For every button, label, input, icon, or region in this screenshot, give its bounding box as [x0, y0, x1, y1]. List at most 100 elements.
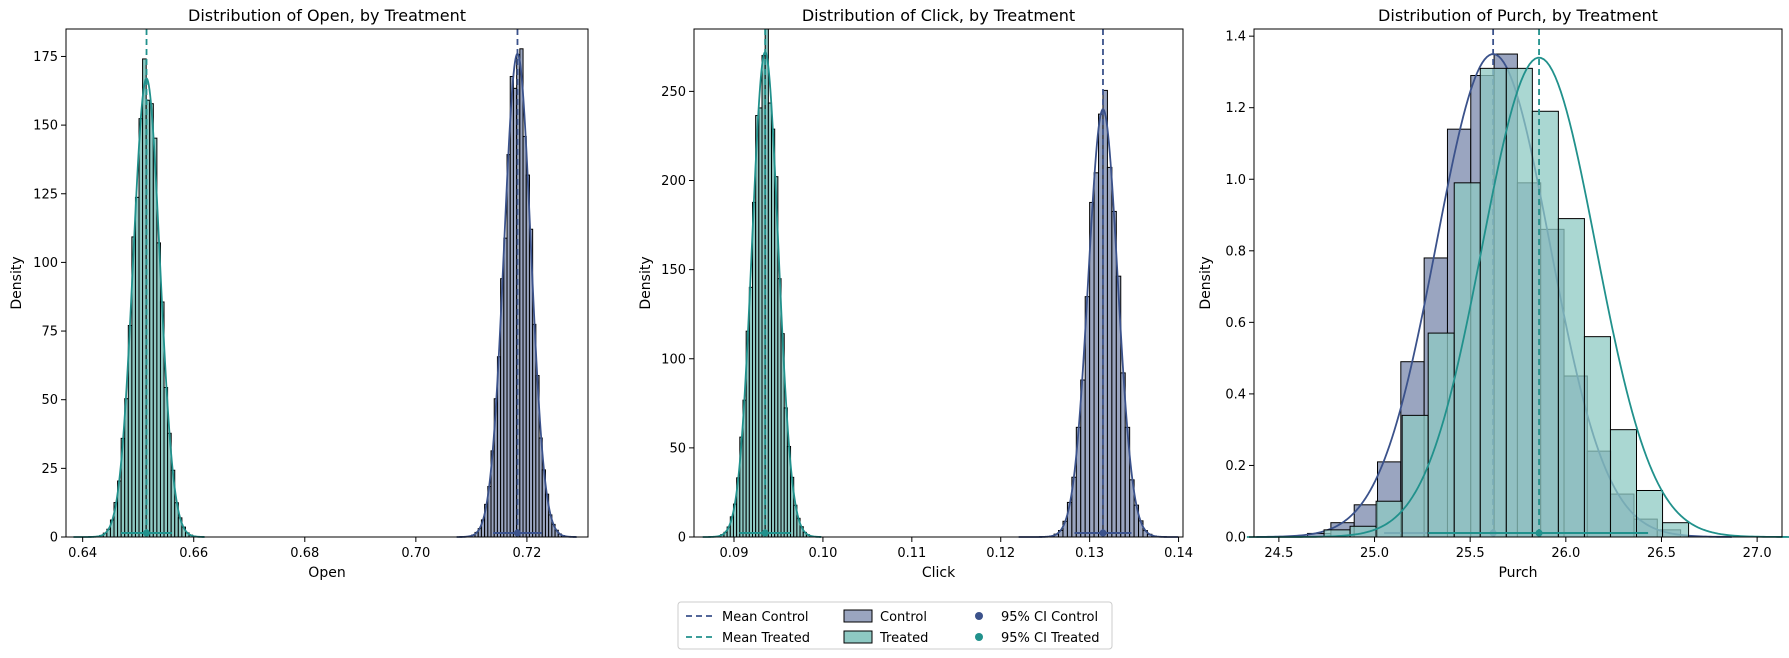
- legend-item: 95% CI Treated: [975, 631, 1099, 646]
- y-tick-label: 25: [41, 462, 58, 477]
- x-tick-label: 0.13: [1075, 546, 1104, 561]
- y-tick-label: 0.2: [1225, 459, 1246, 474]
- histogram-bar: [1531, 110, 1559, 538]
- histogram-bar: [1505, 67, 1533, 538]
- legend-label: 95% CI Control: [1001, 610, 1098, 625]
- y-tick-label: 175: [33, 50, 58, 65]
- histogram-bar: [1479, 67, 1507, 538]
- ci-marker: [1535, 529, 1543, 537]
- y-tick-label: 0.4: [1225, 387, 1246, 402]
- legend-label: Control: [880, 610, 927, 625]
- y-tick-label: 75: [41, 325, 58, 340]
- legend-item: Treated: [843, 630, 928, 646]
- ci-marker: [761, 529, 769, 537]
- y-tick-label: 125: [33, 187, 58, 202]
- y-tick-label: 50: [669, 441, 686, 456]
- histogram-bar: [1557, 218, 1585, 538]
- x-tick-label: 0.70: [401, 546, 430, 561]
- y-tick-label: 0.8: [1225, 244, 1246, 259]
- x-tick-label: 26.0: [1551, 546, 1580, 561]
- histogram-bar: [1375, 500, 1403, 538]
- axes-frame: [1253, 28, 1783, 538]
- y-tick-label: 0.0: [1225, 531, 1246, 546]
- y-tick-label: 0: [50, 531, 58, 546]
- histogram-bar: [1662, 522, 1690, 538]
- histogram-bar: [1636, 489, 1664, 538]
- series-treated: [1246, 29, 1789, 538]
- legend-item: Mean Control: [686, 610, 809, 625]
- x-tick-label: 0.64: [68, 546, 97, 561]
- chart-open-panel: 0.64 0.66 0.68 0.70 0.72 0 25 50 75 100 125 150 175 D…: [9, 6, 589, 581]
- y-tick-label: 150: [661, 263, 686, 278]
- x-tick-label: 27.0: [1743, 546, 1772, 561]
- y-axis-label: Density: [638, 256, 654, 309]
- y-tick-label: 50: [41, 393, 58, 408]
- histogram-bar: [1093, 172, 1100, 538]
- x-tick-label: 25.5: [1456, 546, 1485, 561]
- legend-item: 95% CI Control: [975, 610, 1098, 625]
- histogram-bar: [1427, 332, 1455, 538]
- series-control: [456, 29, 577, 538]
- y-axis-label: Density: [9, 256, 25, 309]
- axes-frame: [693, 28, 1184, 538]
- chart-title: Distribution of Purch, by Treatment: [1378, 6, 1658, 25]
- y-tick-label: 200: [661, 174, 686, 189]
- chart-title: Distribution of Click, by Treatment: [802, 6, 1075, 25]
- x-axis-label: Purch: [1498, 565, 1537, 581]
- y-tick-label: 100: [661, 352, 686, 367]
- y-tick-label: 1.4: [1225, 30, 1246, 45]
- ci-marker: [513, 529, 521, 537]
- y-tick-label: 0: [678, 531, 686, 546]
- x-tick-label: 0.66: [179, 546, 208, 561]
- kde-curve: [702, 51, 822, 538]
- histogram-bar: [1583, 336, 1611, 538]
- x-tick-label: 0.14: [1164, 546, 1193, 561]
- ci-marker: [143, 529, 151, 537]
- chart-click-panel: 0.09 0.10 0.11 0.12 0.13 0.14 0 50 100 150 200 250 D…: [638, 6, 1193, 581]
- x-tick-label: 0.11: [897, 546, 926, 561]
- x-tick-label: 0.09: [720, 546, 749, 561]
- y-tick-label: 100: [33, 256, 58, 271]
- legend-label: Mean Control: [722, 610, 809, 625]
- x-tick-label: 26.5: [1647, 546, 1676, 561]
- ci-marker: [1099, 529, 1107, 537]
- axes-frame: [65, 28, 589, 538]
- histogram-bar: [149, 103, 154, 538]
- y-tick-label: 150: [33, 119, 58, 134]
- x-tick-label: 24.5: [1264, 546, 1293, 561]
- series-control: [1018, 29, 1179, 538]
- chart-purch-panel: 24.5 25.0 25.5 26.0 26.5 27.0 0.0 0.2 0.4 0.6 0.8 1…: [1198, 6, 1789, 581]
- histogram-bar: [156, 242, 161, 538]
- series-treated: [73, 29, 205, 538]
- x-axis-label: Open: [308, 565, 345, 581]
- x-axis-label: Click: [922, 565, 956, 581]
- histogram-bar: [1111, 210, 1117, 538]
- x-tick-label: 0.12: [986, 546, 1015, 561]
- legend-item: Control: [843, 609, 927, 625]
- legend-patch-swatch: [843, 609, 873, 623]
- y-tick-label: 250: [661, 85, 686, 100]
- x-tick-label: 0.10: [808, 546, 837, 561]
- x-tick-label: 25.0: [1360, 546, 1389, 561]
- legend-marker-swatch: [975, 612, 983, 620]
- chart-title: Distribution of Open, by Treatment: [188, 6, 466, 25]
- y-tick-label: 0.6: [1225, 316, 1246, 331]
- histogram-bar: [134, 196, 140, 538]
- y-axis-label: Density: [1198, 256, 1214, 309]
- legend-patch-swatch: [843, 630, 873, 644]
- legend-box: [677, 601, 1113, 650]
- legend: Mean Control Mean Treated Control Treated 95…: [677, 601, 1113, 650]
- x-tick-label: 0.72: [512, 546, 541, 561]
- legend-label: 95% CI Treated: [1001, 631, 1099, 646]
- legend-item: Mean Treated: [686, 631, 810, 646]
- legend-label: Mean Treated: [722, 631, 810, 646]
- x-tick-label: 0.68: [290, 546, 319, 561]
- histogram-bar: [1106, 166, 1113, 538]
- y-tick-label: 1.0: [1225, 173, 1246, 188]
- kde-curve: [1246, 56, 1789, 538]
- series-treated: [702, 28, 822, 538]
- legend-label: Treated: [879, 631, 928, 646]
- histogram-bar: [1609, 429, 1638, 538]
- legend-marker-swatch: [975, 633, 983, 641]
